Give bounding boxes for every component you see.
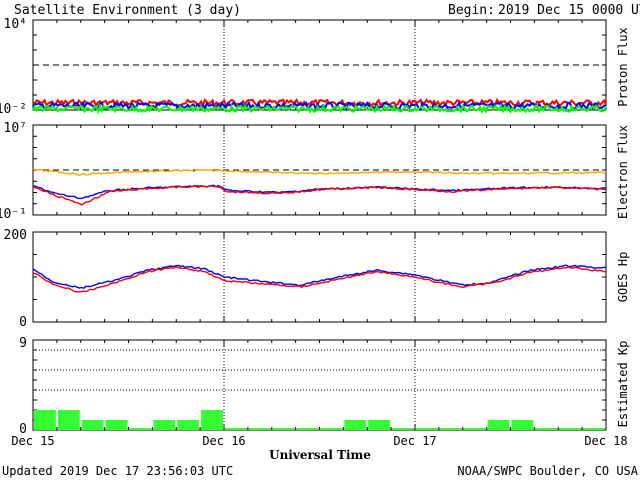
electron-ylabel: Electron Flux (616, 125, 630, 219)
panel-frame (32, 231, 607, 323)
kp-bar (463, 428, 486, 430)
x-tick-label: Dec 15 (11, 434, 54, 448)
kp-bar (416, 428, 438, 430)
series-line-blue (32, 100, 607, 112)
goes-ylabel: GOES Hp (616, 252, 630, 303)
kp-bar (129, 428, 152, 430)
x-tick-label: Dec 16 (202, 434, 245, 448)
kp-bar (34, 410, 56, 430)
kp-bar (439, 428, 462, 430)
goes-ytick-bottom: 0 (19, 315, 27, 330)
x-tick-label: Dec 18 (584, 434, 627, 448)
series-line-red (32, 97, 607, 109)
panel-frame-group (32, 124, 607, 216)
panel-goes-hp: GOES Hp 200 0 (4, 228, 630, 330)
kp-ytick-bottom: 0 (19, 422, 27, 437)
series-line-green (32, 103, 607, 115)
kp-bar (225, 428, 247, 430)
series-line-red (32, 266, 606, 293)
x-axis-ticks: Dec 15 Dec 16 Dec 17 Dec 18 (11, 434, 627, 448)
updated-timestamp: Updated 2019 Dec 17 23:56:03 UTC (2, 464, 233, 478)
begin-label: Begin: (448, 3, 495, 18)
kp-bar (583, 428, 605, 430)
panel-kp: Estimated Kp 9 0 (19, 336, 630, 437)
kp-bar (153, 420, 176, 430)
kp-bar (320, 428, 343, 430)
proton-ylabel: Proton Flux (616, 27, 630, 106)
kp-bar (272, 428, 295, 430)
panel-proton: Proton Flux 10⁴ 10⁻² (0, 17, 630, 117)
kp-bar (535, 428, 558, 430)
goes-ytick-top: 200 (4, 228, 27, 243)
kp-bar (105, 420, 128, 430)
series-line-red (32, 184, 607, 206)
kp-ytick-top: 9 (19, 336, 27, 351)
kp-bar (344, 420, 367, 430)
kp-bar (201, 410, 223, 430)
series-line-blue (32, 264, 607, 289)
kp-bar (177, 420, 200, 430)
kp-bar (511, 420, 534, 430)
kp-bar (368, 420, 391, 430)
panel-frame-group (32, 231, 607, 323)
panel-electron: Electron Flux 10⁷ 10⁻¹ (0, 121, 630, 222)
x-tick-label: Dec 17 (393, 434, 436, 448)
chart-title: Satellite Environment (3 day) (14, 3, 241, 18)
kp-bar (296, 428, 319, 430)
kp-bar (248, 428, 271, 430)
electron-ytick-top: 10⁷ (4, 121, 27, 136)
series-line-blue (33, 184, 607, 200)
proton-ytick-bottom: 10⁻² (0, 102, 27, 117)
begin-value: 2019 Dec 15 0000 UTC (498, 3, 640, 18)
kp-bar (559, 428, 582, 430)
electron-ytick-bottom: 10⁻¹ (0, 207, 27, 222)
kp-bar (81, 420, 104, 430)
kp-bar (57, 410, 80, 430)
proton-ytick-top: 10⁴ (4, 17, 27, 32)
panel-frame (32, 339, 607, 431)
kp-ylabel: Estimated Kp (616, 341, 630, 428)
x-axis-label: Universal Time (269, 448, 371, 462)
credit-text: NOAA/SWPC Boulder, CO USA (457, 464, 638, 478)
panel-frame-group (32, 339, 607, 431)
kp-bar (487, 420, 510, 430)
series-line-orange (32, 168, 607, 176)
kp-bar (392, 428, 414, 430)
panel-frame-group (32, 19, 607, 111)
